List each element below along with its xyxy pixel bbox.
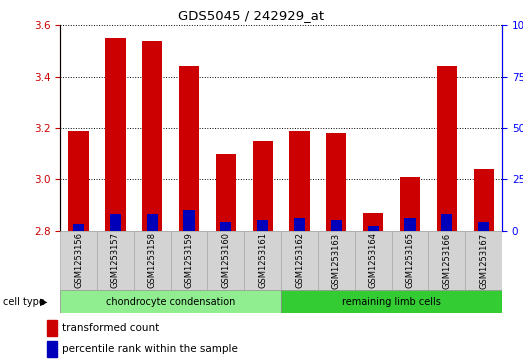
Bar (473, 169, 494, 231)
Bar (404, 218, 416, 231)
Bar (253, 141, 273, 231)
Bar (110, 214, 121, 231)
Bar (294, 218, 305, 231)
Bar (97, 231, 134, 290)
Bar (47, 320, 57, 336)
Text: GSM1253167: GSM1253167 (479, 232, 488, 289)
Bar (134, 231, 170, 290)
Text: transformed count: transformed count (62, 323, 159, 333)
Text: GSM1253164: GSM1253164 (369, 232, 378, 289)
Bar (60, 231, 97, 290)
Text: GSM1253160: GSM1253160 (221, 232, 230, 289)
Bar (363, 213, 383, 231)
Bar (281, 231, 318, 290)
Text: GSM1253162: GSM1253162 (295, 232, 304, 289)
Bar (244, 231, 281, 290)
Text: GSM1253156: GSM1253156 (74, 232, 83, 289)
Bar (318, 231, 355, 290)
Text: GSM1253158: GSM1253158 (147, 232, 157, 289)
Bar (478, 222, 489, 231)
Text: GSM1253157: GSM1253157 (111, 232, 120, 289)
Bar (465, 231, 502, 290)
Bar (331, 220, 342, 231)
Bar (146, 214, 158, 231)
Bar (184, 210, 195, 231)
Text: GDS5045 / 242929_at: GDS5045 / 242929_at (178, 9, 324, 22)
Text: GSM1253165: GSM1253165 (405, 232, 415, 289)
Text: GSM1253163: GSM1253163 (332, 232, 341, 289)
Bar (428, 231, 465, 290)
Bar (355, 231, 392, 290)
Text: GSM1253166: GSM1253166 (442, 232, 451, 289)
Bar (60, 290, 281, 313)
Bar (47, 341, 57, 357)
Bar (142, 41, 162, 231)
Text: cell type: cell type (3, 297, 44, 307)
Bar (281, 290, 502, 313)
Text: GSM1253159: GSM1253159 (185, 233, 194, 288)
Text: GSM1253161: GSM1253161 (258, 232, 267, 289)
Bar (326, 133, 346, 231)
Bar (208, 231, 244, 290)
Bar (216, 154, 236, 231)
Text: ▶: ▶ (40, 297, 47, 307)
Bar (257, 220, 268, 231)
Bar (179, 66, 199, 231)
Text: remaining limb cells: remaining limb cells (342, 297, 441, 307)
Bar (105, 38, 126, 231)
Text: chondrocyte condensation: chondrocyte condensation (106, 297, 235, 307)
Bar (289, 131, 310, 231)
Bar (441, 214, 452, 231)
Bar (368, 227, 379, 231)
Bar (220, 222, 232, 231)
Bar (400, 177, 420, 231)
Text: percentile rank within the sample: percentile rank within the sample (62, 344, 237, 354)
Bar (437, 66, 457, 231)
Bar (392, 231, 428, 290)
Bar (73, 224, 84, 231)
Bar (170, 231, 208, 290)
Bar (69, 131, 89, 231)
